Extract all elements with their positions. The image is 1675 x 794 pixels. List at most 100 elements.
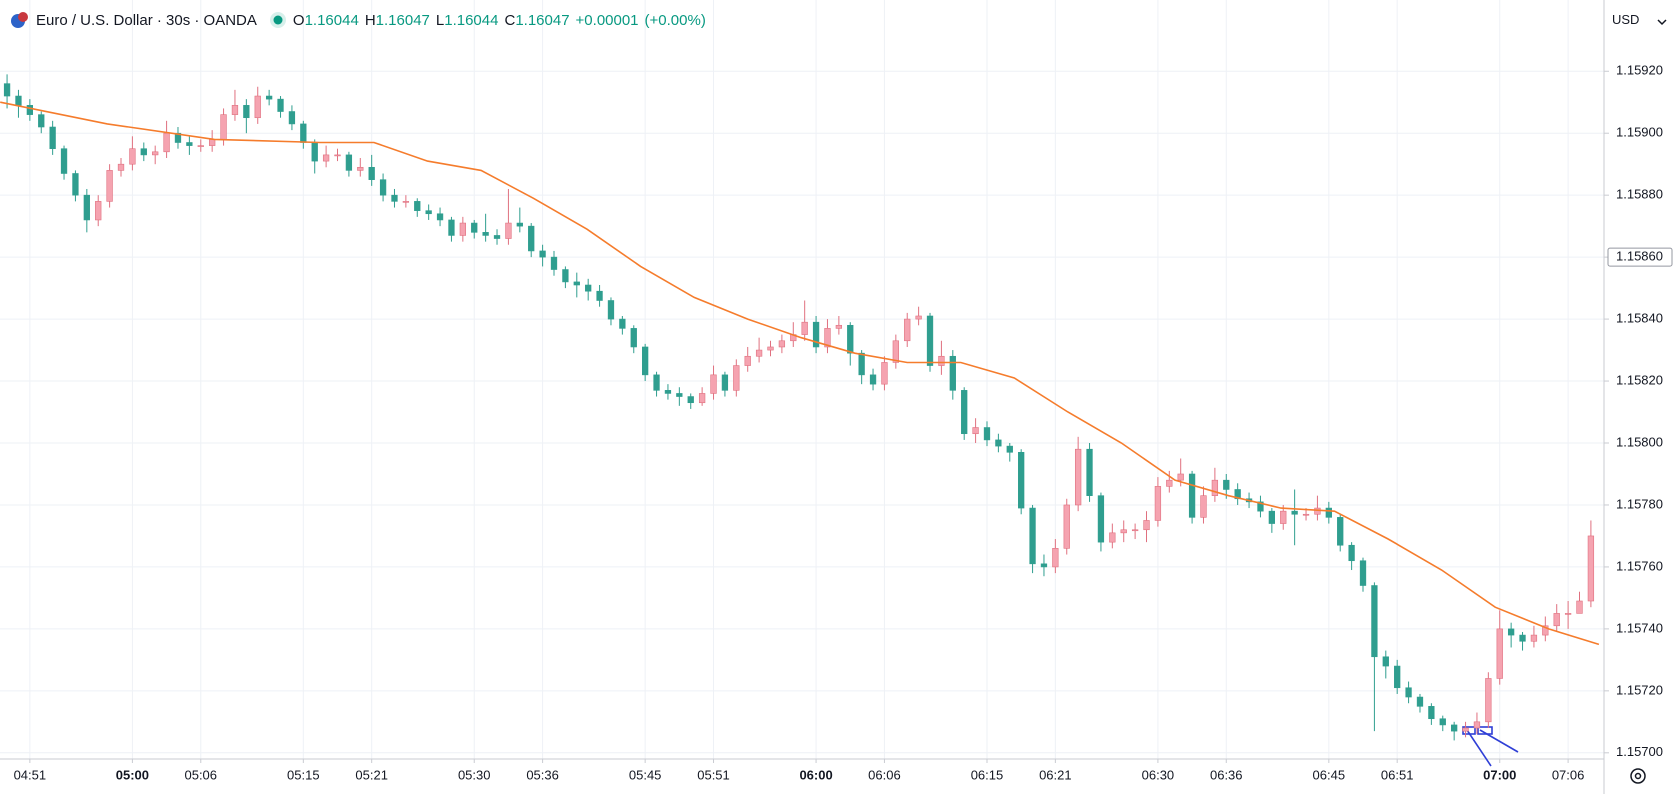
candle-body xyxy=(493,235,501,239)
candle-body xyxy=(1063,504,1070,549)
x-tick-label: 05:21 xyxy=(355,767,388,782)
candle-body xyxy=(379,179,387,196)
candle-body xyxy=(197,145,204,147)
currency-label[interactable]: USD xyxy=(1612,12,1640,27)
candle-body xyxy=(1359,560,1367,586)
candle-body xyxy=(1120,529,1127,534)
candle-body xyxy=(676,393,683,397)
candle-body xyxy=(1382,656,1389,667)
candle-body xyxy=(243,105,250,119)
candle-body xyxy=(1553,613,1560,627)
candle-body xyxy=(15,95,22,106)
candle-body xyxy=(881,362,888,385)
candle-body xyxy=(1200,495,1207,518)
candle-body xyxy=(1314,507,1321,515)
price-marker-box xyxy=(1607,247,1673,267)
candle-body xyxy=(334,154,341,157)
candle-body xyxy=(368,166,375,180)
x-tick-label: 05:30 xyxy=(458,767,491,782)
high-label: H xyxy=(364,11,376,29)
candle-body xyxy=(1040,563,1048,568)
x-tick-label: 05:15 xyxy=(287,767,320,782)
candle-body xyxy=(721,374,729,391)
candle-body xyxy=(562,269,569,283)
drawing-tool[interactable] xyxy=(1462,726,1519,767)
flag-us xyxy=(18,12,28,22)
candle-body xyxy=(1097,495,1105,543)
candle-body xyxy=(698,393,706,404)
low-label: L xyxy=(435,11,445,29)
candle-body xyxy=(345,154,353,171)
symbol-icon xyxy=(11,12,28,28)
candle-body xyxy=(471,222,478,233)
gear xyxy=(1630,768,1646,784)
candle-body xyxy=(1188,473,1196,518)
candle-body xyxy=(1587,535,1595,602)
candle-body xyxy=(619,318,626,329)
candle-body xyxy=(1416,696,1424,707)
market-status xyxy=(269,12,286,28)
candle-body xyxy=(1029,507,1036,565)
candle-body xyxy=(733,365,740,391)
candle-body xyxy=(402,201,410,203)
legend: Euro / U.S. Dollar · 30s · OANDA O1.1604… xyxy=(10,10,706,30)
y-tick-label: 1.15760 xyxy=(1616,558,1663,573)
candle-body xyxy=(505,222,512,239)
candle-body xyxy=(140,148,147,156)
candle-body xyxy=(1337,517,1344,546)
settings-icon[interactable] xyxy=(1630,768,1646,784)
x-tick-label: 06:45 xyxy=(1313,767,1346,782)
candle-body xyxy=(129,148,136,165)
candle-body xyxy=(539,250,546,258)
currency-button[interactable] xyxy=(1657,19,1667,26)
candle-body xyxy=(972,427,979,435)
candle-body xyxy=(824,328,831,348)
candle-body xyxy=(277,98,284,112)
candle-body xyxy=(26,105,34,115)
candle-body xyxy=(1519,634,1526,642)
candle-body xyxy=(1302,513,1310,516)
candle-body xyxy=(1018,452,1025,509)
candle-body xyxy=(1052,548,1059,568)
candle-body xyxy=(95,201,102,221)
candle-body xyxy=(174,132,182,143)
candle-body xyxy=(106,170,113,202)
x-tick-label: 05:36 xyxy=(526,767,559,782)
candle-body xyxy=(1074,448,1082,506)
candle-body xyxy=(186,142,193,146)
candle-body xyxy=(448,219,455,236)
candle-body xyxy=(49,126,56,150)
drawing-line xyxy=(1466,729,1492,767)
x-tick-label: 05:06 xyxy=(184,767,217,782)
candle-body xyxy=(322,154,330,162)
candle-body xyxy=(3,83,11,97)
candle-body xyxy=(915,315,922,320)
candle-body xyxy=(1428,706,1435,720)
candle-body xyxy=(710,374,717,394)
x-tick-label: 05:00 xyxy=(116,767,149,782)
candle-body xyxy=(300,123,307,143)
candle-body xyxy=(1234,489,1241,500)
open-label: O xyxy=(292,11,305,29)
candle-body xyxy=(835,324,843,329)
candle-body xyxy=(1166,479,1173,487)
candle-body xyxy=(949,355,956,391)
candle-body xyxy=(573,281,580,286)
candle-body xyxy=(1564,613,1572,615)
y-tick-label: 1.15700 xyxy=(1616,744,1663,759)
candle-body xyxy=(357,166,364,171)
candle-body xyxy=(1507,628,1515,636)
y-tick-label: 1.15720 xyxy=(1616,682,1663,697)
y-tick-label: 1.15840 xyxy=(1616,311,1663,326)
change-value: +0.00001 xyxy=(575,11,639,29)
candle-body xyxy=(288,111,296,125)
symbol-title[interactable]: Euro / U.S. Dollar · 30s · OANDA xyxy=(36,11,257,29)
candle-body xyxy=(425,210,432,215)
candle-body xyxy=(767,346,774,351)
gear-hub xyxy=(1634,772,1642,780)
candle-body xyxy=(630,328,637,348)
candle-body xyxy=(482,232,489,236)
candle-body xyxy=(1496,628,1503,679)
candle-body xyxy=(391,194,398,202)
